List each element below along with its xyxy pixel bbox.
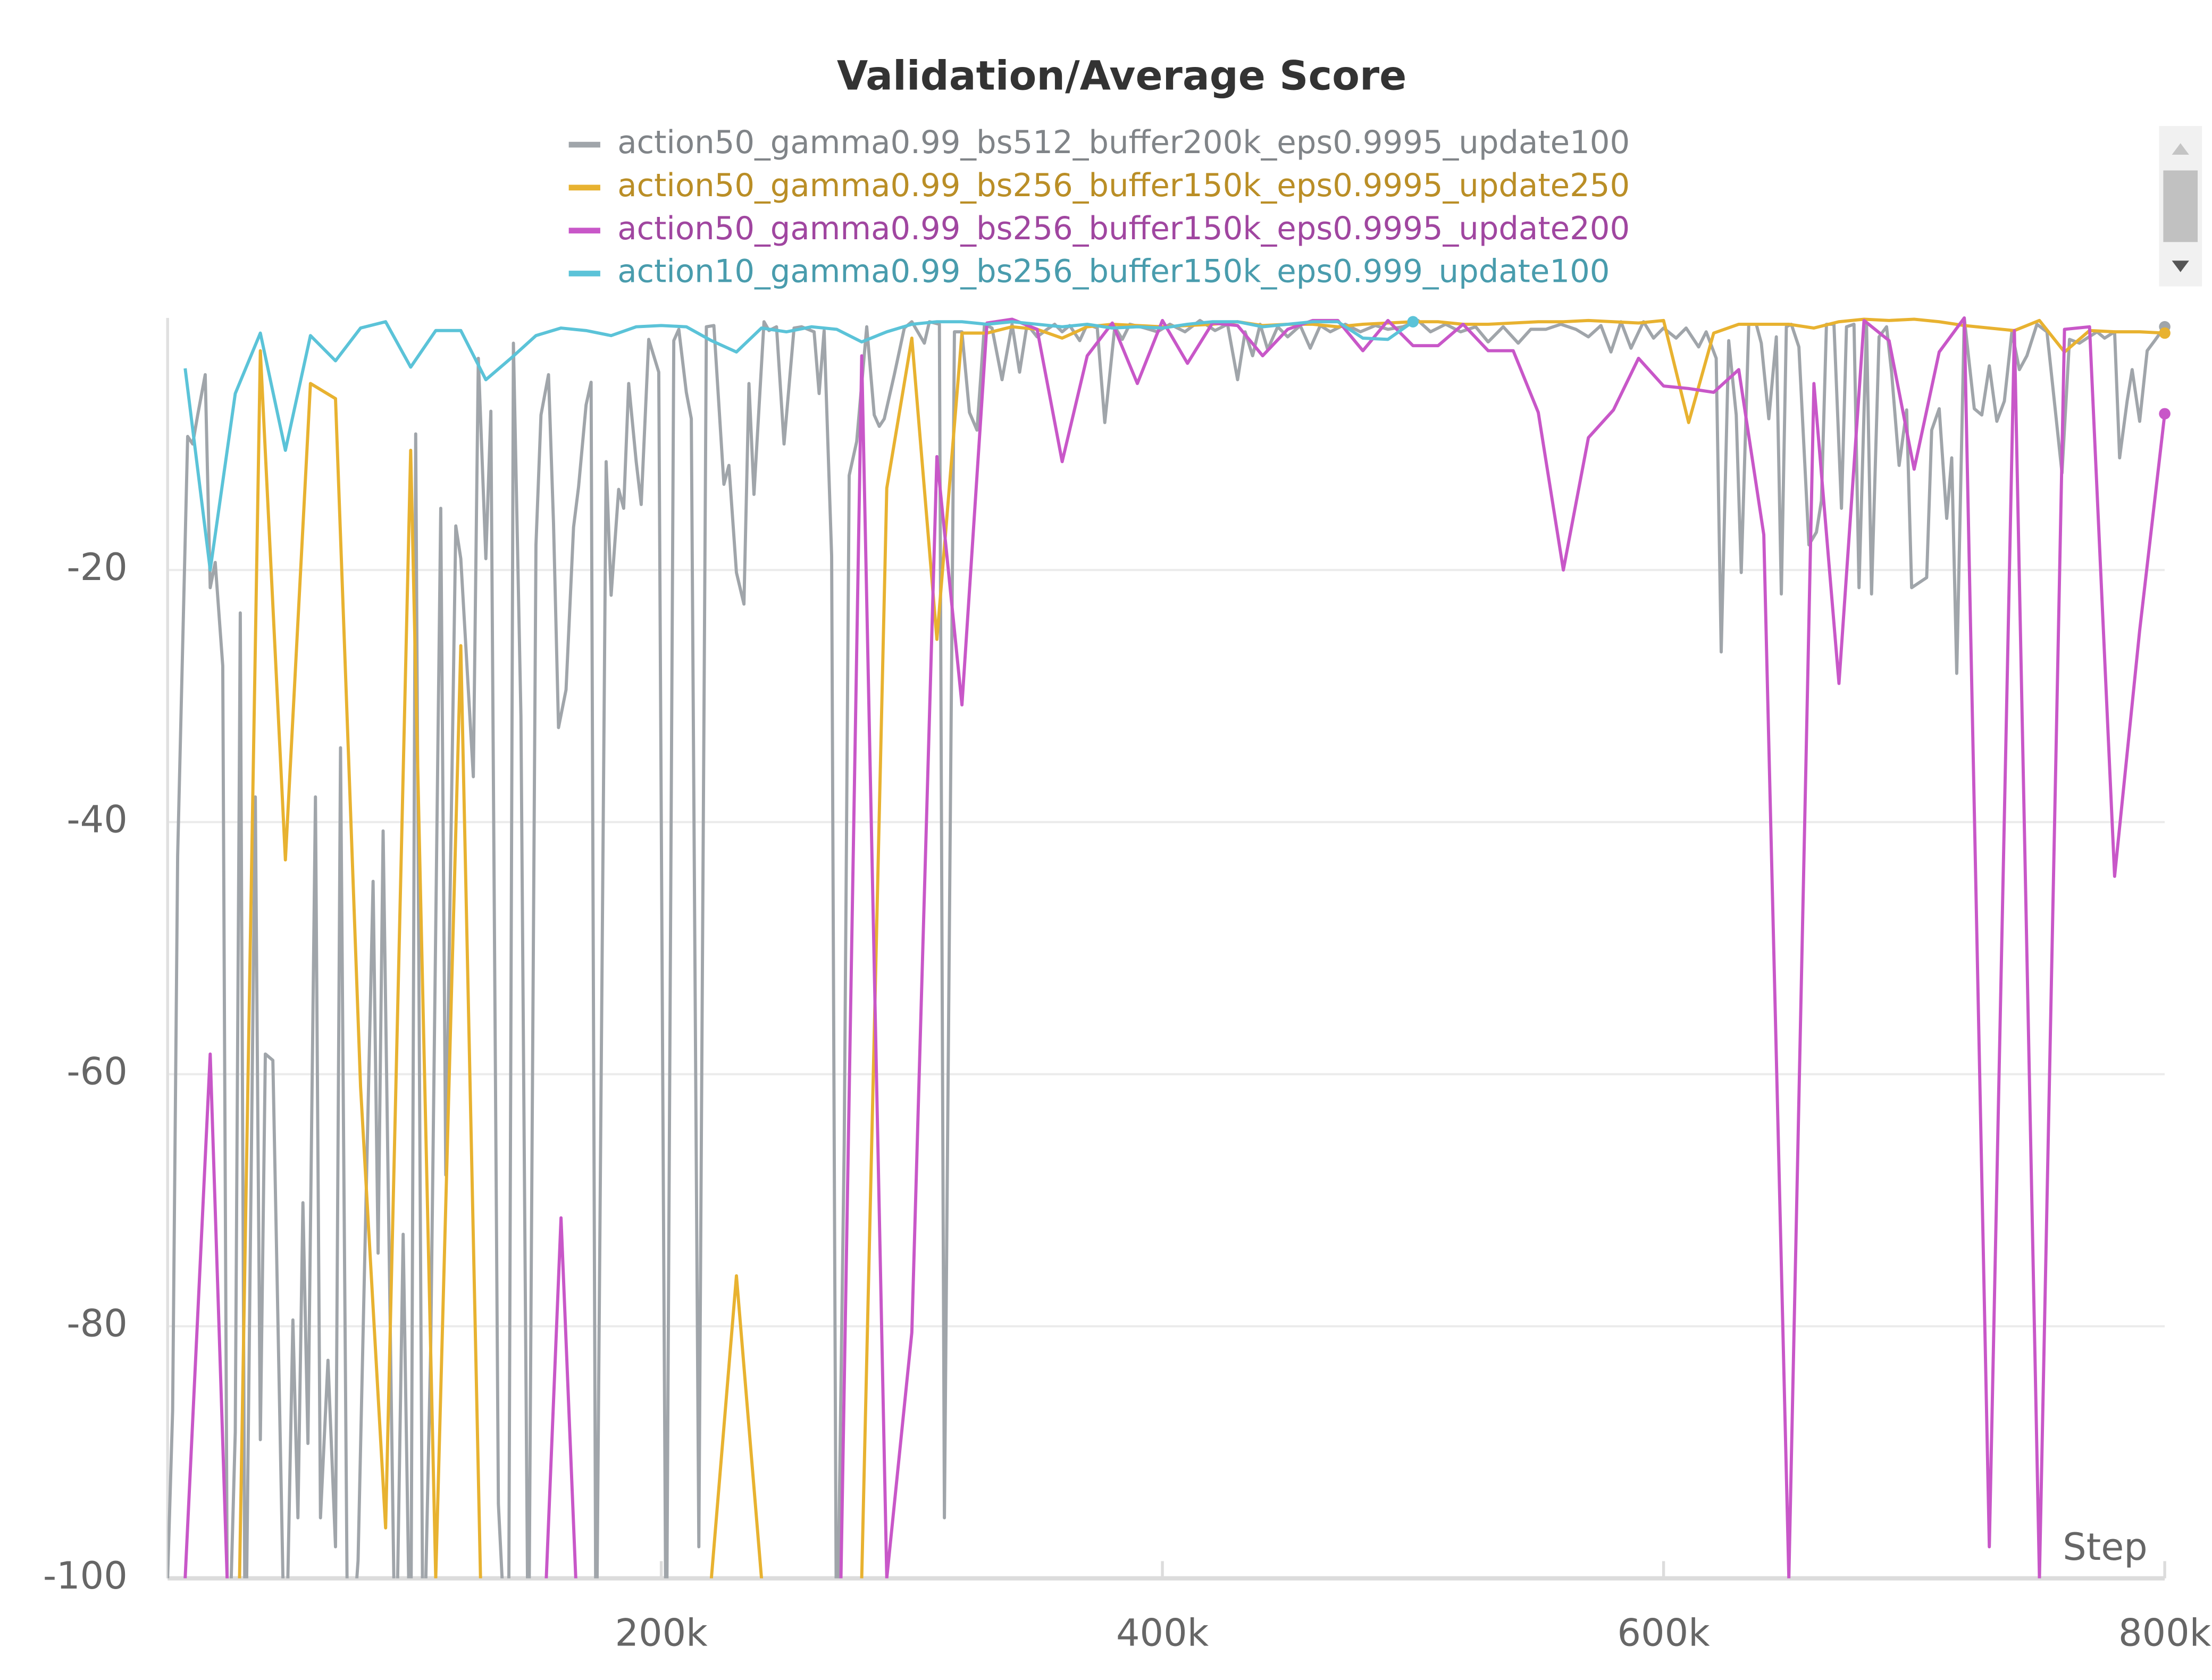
x-tick-label: 800k — [2118, 1611, 2211, 1655]
series-end-dot — [2159, 408, 2171, 420]
y-tick-label: -40 — [66, 797, 127, 841]
x-tick-label: 200k — [615, 1611, 708, 1655]
x-tick-label: 600k — [1617, 1611, 1710, 1655]
y-tick-label: -60 — [66, 1049, 127, 1093]
y-tick-label: -80 — [66, 1302, 127, 1346]
series-line — [238, 317, 2165, 1578]
legend-label: action50_gamma0.99_bs256_buffer150k_eps0… — [617, 210, 1630, 247]
series-end-dot — [1407, 316, 1419, 327]
legend-label: action50_gamma0.99_bs512_buffer200k_eps0… — [617, 124, 1630, 161]
y-tick-label: -20 — [66, 545, 127, 589]
series-line — [183, 320, 1414, 572]
scroll-up[interactable] — [2172, 143, 2189, 155]
series-end-dot — [2159, 327, 2171, 339]
plot-area — [167, 316, 2171, 1578]
legend-label: action50_gamma0.99_bs256_buffer150k_eps0… — [617, 167, 1630, 204]
x-axis-label: Step — [2063, 1525, 2147, 1569]
legend-scrollbar[interactable] — [2159, 126, 2202, 287]
chart-title: Validation/Average Score — [837, 53, 1406, 99]
scroll-down[interactable] — [2172, 261, 2189, 272]
x-tick-label: 400k — [1116, 1611, 1209, 1655]
y-tick-label: -100 — [43, 1554, 128, 1598]
legend-label: action10_gamma0.99_bs256_buffer150k_eps0… — [617, 253, 1610, 290]
series-line — [183, 316, 2167, 1578]
scroll-thumb[interactable] — [2163, 170, 2198, 242]
